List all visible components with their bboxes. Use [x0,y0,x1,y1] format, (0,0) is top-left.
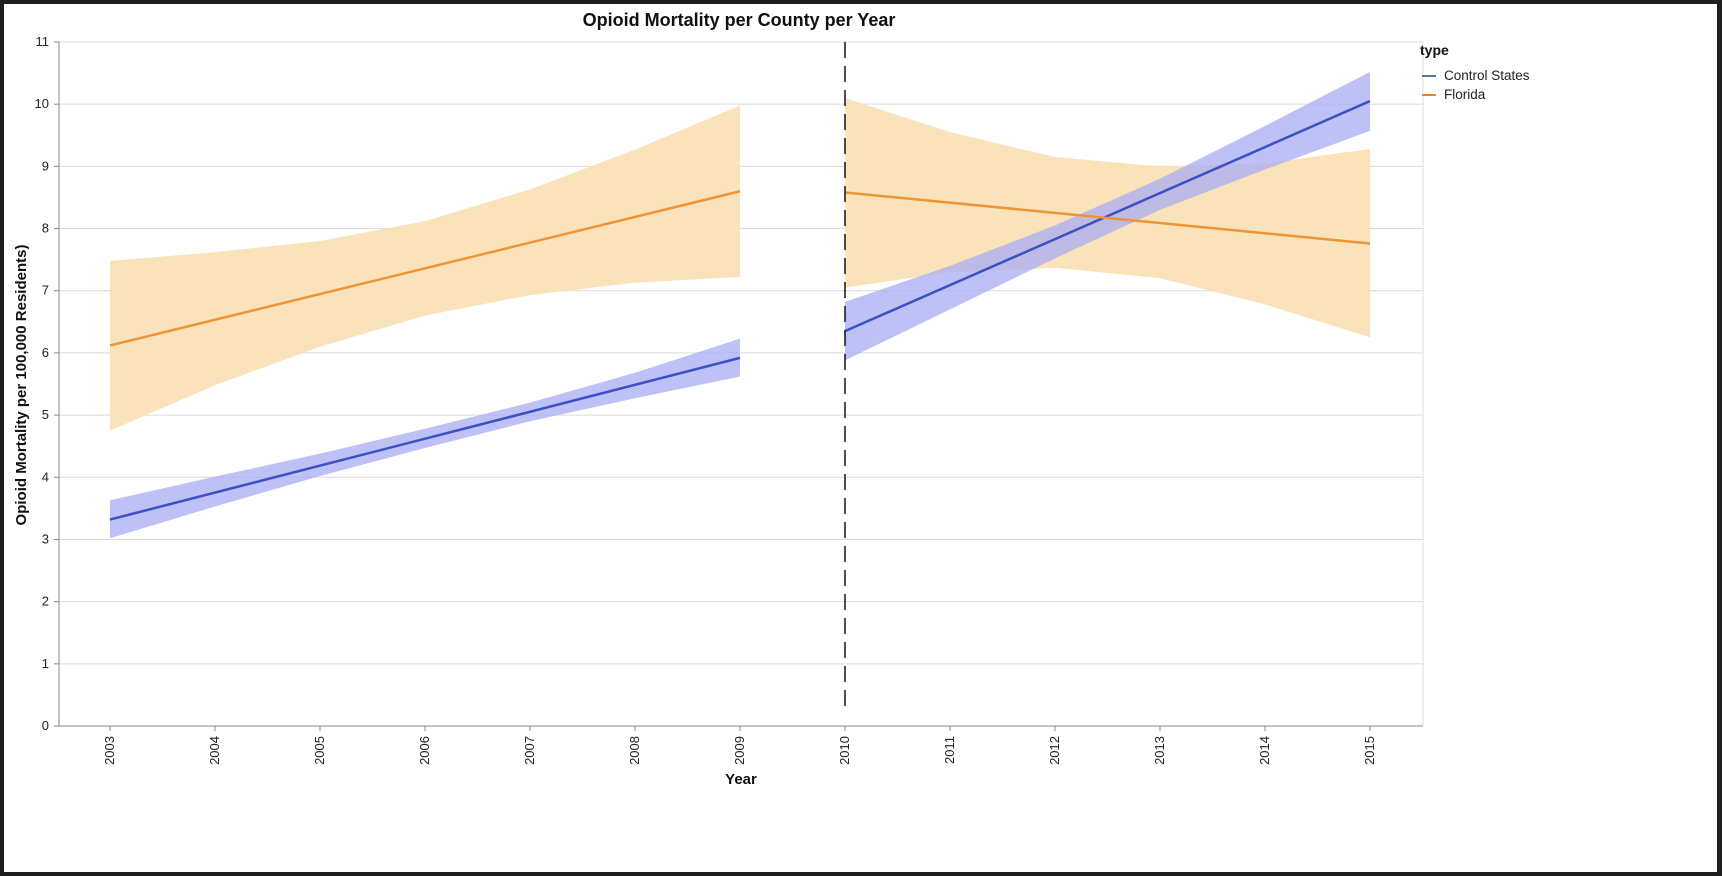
series-line [109,356,741,521]
axes: 0 1 2 3 4 5 6 7 8 9 10 11 2003 2004 2005 2006 2007 2008 20… [35,34,1423,765]
legend-title: type [1420,42,1449,58]
x-tick-label: 2010 [837,736,852,765]
x-tick-label: 2005 [312,736,327,765]
y-tick-label: 9 [42,158,49,173]
y-tick-label: 7 [42,283,49,298]
series-lines [109,99,1371,521]
x-tick-label: 2012 [1047,736,1062,765]
x-tick-label: 2011 [942,736,957,764]
confidence-bands [110,71,1370,539]
chart-title: Opioid Mortality per County per Year [583,10,896,30]
y-axis-title: Opioid Mortality per 100,000 Residents) [13,245,30,526]
y-tick-label: 6 [42,345,49,360]
x-tick-label: 2009 [732,736,747,765]
x-axis-title: Year [725,771,757,788]
legend-label: Florida [1444,87,1486,102]
y-tick-label: 5 [42,407,49,422]
chart-svg: 0 1 2 3 4 5 6 7 8 9 10 11 2003 2004 2005 2006 2007 2008 20… [13,10,1530,788]
x-tick-label: 2007 [522,736,537,765]
x-tick-label: 2004 [207,736,222,765]
y-tick-label: 11 [36,34,50,49]
legend: type Control States Florida [1420,42,1530,102]
series-line [844,191,1371,245]
x-tick-label: 2014 [1257,736,1272,765]
x-tick-label: 2006 [417,736,432,765]
series-line [844,99,1371,333]
y-tick-label: 0 [42,718,49,733]
series-line [109,190,741,347]
x-tick-label: 2008 [627,736,642,765]
x-tick-label: 2013 [1152,736,1167,765]
legend-label: Control States [1444,68,1530,83]
chart-frame: 0 1 2 3 4 5 6 7 8 9 10 11 2003 2004 2005 2006 2007 2008 20… [4,4,1717,872]
y-tick-label: 4 [42,469,49,484]
y-tick-label: 3 [42,531,49,546]
x-tick-label: 2015 [1362,736,1377,765]
y-tick-label: 1 [42,656,49,671]
y-tick-label: 10 [35,96,49,111]
grid-lines [59,41,1424,727]
y-tick-label: 8 [42,221,49,236]
x-tick-label: 2003 [102,736,117,765]
y-tick-label: 2 [42,594,49,609]
